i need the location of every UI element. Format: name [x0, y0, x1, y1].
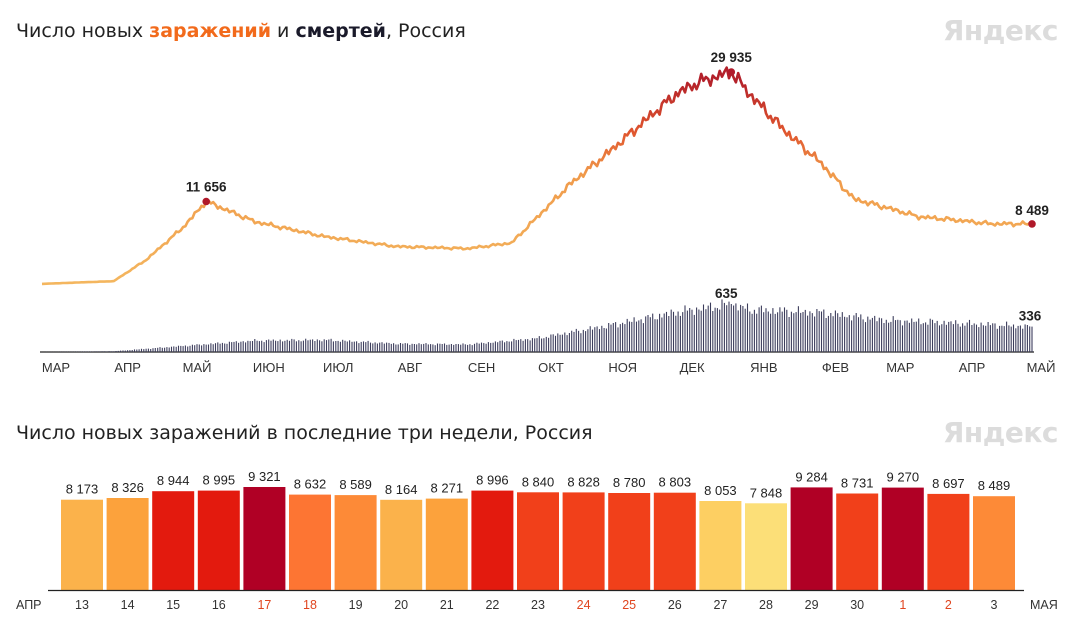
day-tick-label: 27: [713, 598, 727, 612]
case-bar: [471, 490, 514, 590]
bar-value-label: 9 270: [887, 470, 920, 485]
day-tick-label: 20: [394, 598, 408, 612]
bar-value-label: 8 053: [704, 483, 737, 498]
case-bar: [790, 487, 833, 590]
month-end-label: МАЯ: [1030, 598, 1058, 612]
case-bar: [334, 495, 377, 590]
first-peak-label: 11 656: [186, 180, 227, 195]
bar-value-label: 8 944: [157, 473, 190, 488]
month-start-label: АПР: [16, 598, 42, 612]
case-bar: [380, 499, 423, 590]
bar-value-label: 8 271: [431, 481, 464, 496]
bar-value-label: 8 840: [522, 474, 555, 489]
day-tick-label: 25: [622, 598, 636, 612]
bar-value-label: 8 828: [567, 474, 600, 489]
bar-value-label: 8 589: [339, 477, 372, 492]
day-tick-label: 17: [257, 598, 271, 612]
bar-value-label: 7 848: [750, 485, 783, 500]
day-tick-label: 13: [75, 598, 89, 612]
month-tick-label: АПР: [114, 360, 141, 375]
yandex-logo: Яндекс: [942, 14, 1059, 47]
chart1-title: Число новых заражений и смертей, Россия: [16, 20, 466, 42]
bar-value-label: 8 173: [66, 482, 99, 497]
day-tick-label: 28: [759, 598, 773, 612]
day-tick-label: 26: [668, 598, 682, 612]
bar-value-label: 8 995: [203, 473, 236, 488]
last-cases-label: 8 489: [1015, 203, 1049, 218]
month-tick-label: АПР: [959, 360, 986, 375]
last-deaths-label: 336: [1019, 309, 1042, 324]
month-tick-label: ФЕВ: [822, 360, 849, 375]
month-tick-label: МАР: [886, 360, 914, 375]
bar-value-label: 8 164: [385, 482, 418, 497]
month-tick-label: МАР: [42, 360, 70, 375]
month-tick-label: ИЮЛ: [323, 360, 353, 375]
month-tick-label: СЕН: [468, 360, 495, 375]
month-tick-label: МАЙ: [1027, 360, 1056, 375]
chart2-title: Число новых заражений в последние три не…: [16, 422, 593, 444]
case-bar: [152, 491, 195, 590]
day-tick-label: 22: [485, 598, 499, 612]
case-bar: [836, 493, 879, 590]
day-tick-label: 14: [121, 598, 135, 612]
title-part: Число новых: [16, 20, 150, 42]
case-bar: [243, 487, 286, 590]
case-bar: [425, 498, 468, 590]
bar-value-label: 8 489: [978, 478, 1011, 493]
bar-value-label: 8 632: [294, 477, 327, 492]
month-tick-label: НОЯ: [608, 360, 637, 375]
day-tick-label: 29: [805, 598, 819, 612]
case-bar: [608, 493, 651, 590]
day-tick-label: 19: [349, 598, 363, 612]
title-cases-word: заражений: [149, 20, 272, 42]
title-part: , Россия: [385, 20, 466, 42]
case-bar: [699, 501, 742, 590]
day-tick-label: 3: [991, 598, 998, 612]
title-part: и: [271, 20, 296, 42]
case-bar: [927, 493, 970, 590]
day-tick-label: 23: [531, 598, 545, 612]
yandex-logo: Яндекс: [942, 416, 1059, 449]
title-deaths-word: смертей: [295, 20, 386, 42]
bar-value-label: 9 321: [248, 469, 281, 484]
month-tick-label: ИЮН: [253, 360, 285, 375]
cases-line: [41, 66, 1033, 286]
day-tick-label: 1: [899, 598, 906, 612]
first-peak-dot: [202, 197, 210, 206]
day-tick-label: 30: [850, 598, 864, 612]
peak-cases-label: 29 935: [711, 50, 753, 65]
day-tick-label: 15: [166, 598, 180, 612]
case-bar: [197, 490, 240, 590]
last-value-dot: [1028, 220, 1036, 228]
day-tick-label: 24: [577, 598, 591, 612]
bar-value-label: 8 803: [659, 475, 692, 490]
case-bar: [61, 499, 103, 590]
bar-value-label: 8 731: [841, 476, 874, 491]
bar-value-label: 8 780: [613, 475, 646, 490]
month-tick-label: АВГ: [398, 360, 422, 375]
case-bar: [881, 487, 924, 590]
case-bar: [517, 492, 559, 590]
case-bar: [653, 492, 696, 590]
day-tick-label: 21: [440, 598, 454, 612]
day-tick-label: 16: [212, 598, 226, 612]
bar-value-label: 8 996: [476, 473, 509, 488]
peak-dot: [727, 68, 736, 76]
bar-value-label: 8 697: [932, 476, 965, 491]
month-tick-label: МАЙ: [183, 360, 212, 375]
month-tick-label: ОКТ: [538, 360, 564, 375]
day-tick-label: 18: [303, 598, 317, 612]
day-tick-label: 2: [945, 598, 952, 612]
month-tick-label: ЯНВ: [750, 360, 777, 375]
case-bar: [562, 492, 605, 590]
case-bar: [745, 503, 787, 590]
case-bar: [289, 494, 331, 590]
bar-value-label: 9 284: [795, 469, 828, 484]
peak-deaths-label: 635: [715, 286, 738, 301]
case-bar: [973, 496, 1015, 590]
month-tick-label: ДЕК: [680, 360, 705, 375]
case-bar: [106, 498, 149, 590]
bar-value-label: 8 326: [111, 480, 144, 495]
